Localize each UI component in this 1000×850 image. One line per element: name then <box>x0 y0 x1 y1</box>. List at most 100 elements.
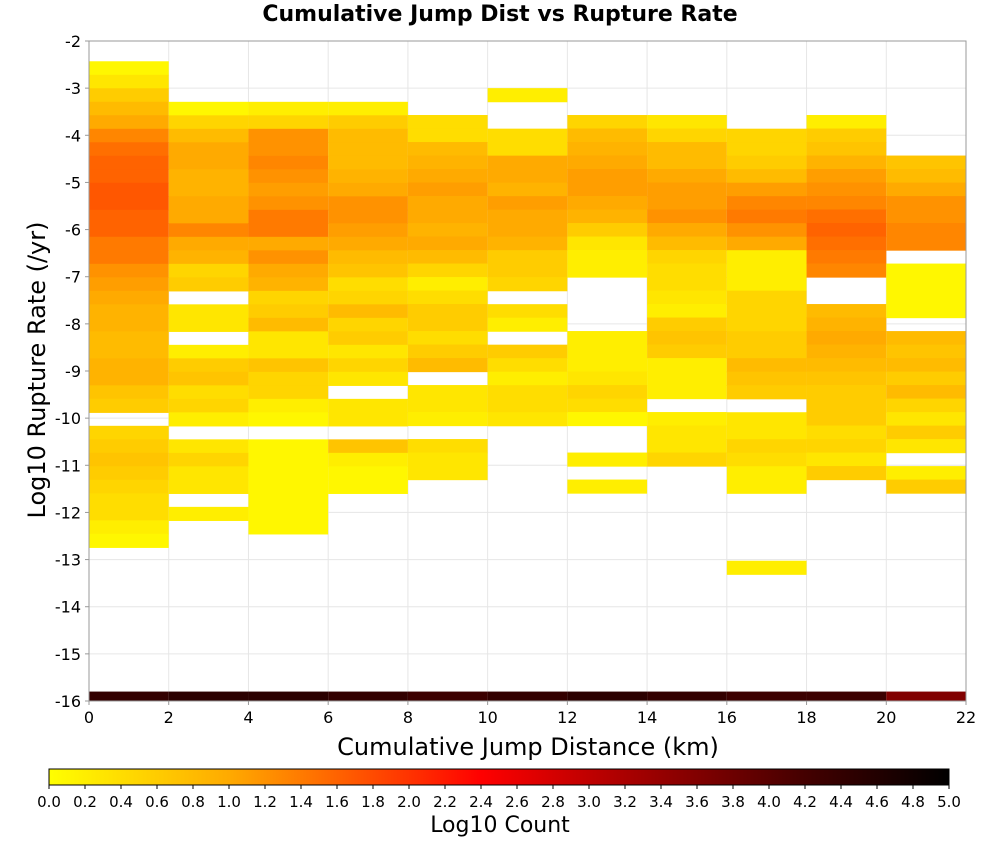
heatmap-cell <box>328 115 408 130</box>
heatmap-cell <box>89 358 169 373</box>
heatmap-cell <box>407 209 488 224</box>
heatmap-cell <box>328 371 408 386</box>
heatmap-cell <box>407 196 488 211</box>
heatmap-cell <box>726 236 807 251</box>
heatmap-cell <box>487 691 568 701</box>
heatmap-cell <box>248 277 329 292</box>
heatmap-cell <box>647 115 727 130</box>
heatmap-cell <box>806 439 887 454</box>
heatmap-cell <box>487 358 568 373</box>
x-tick-label: 20 <box>876 708 896 727</box>
colorbar-tick-label: 4.4 <box>829 793 853 811</box>
colorbar-ticks: 0.0 0.2 0.4 0.6 0.8 1.0 1.2 1.4 1.6 1.8 2.0 2.2 2.4 2… <box>37 785 961 811</box>
heatmap-cell <box>806 691 887 701</box>
y-tick-label: -7 <box>65 268 81 287</box>
heatmap-cell <box>248 691 329 701</box>
heatmap-cell <box>89 277 169 292</box>
heatmap-cell <box>328 155 408 170</box>
heatmap-cell <box>806 371 887 386</box>
heatmap-cell <box>89 344 169 359</box>
heatmap-cell <box>168 182 249 197</box>
heatmap-cell <box>328 358 408 373</box>
heatmap-cell <box>487 263 568 278</box>
heatmap-cell <box>726 209 807 224</box>
heatmap-cell <box>328 439 408 454</box>
heatmap-cell <box>647 371 727 386</box>
heatmap-cell <box>89 520 169 535</box>
heatmap-cell <box>89 371 169 386</box>
heatmap-cell <box>726 425 807 440</box>
heatmap-cell <box>726 290 807 305</box>
heatmap-cell <box>328 331 408 346</box>
heatmap-cell <box>168 691 249 701</box>
heatmap-cell <box>407 317 488 332</box>
heatmap-cell <box>248 263 329 278</box>
heatmap-cell <box>248 317 329 332</box>
heatmap-cell <box>567 209 648 224</box>
heatmap-cell <box>248 250 329 265</box>
heatmap-cell <box>328 128 408 143</box>
heatmap-cell <box>726 128 807 143</box>
heatmap-cell <box>726 250 807 265</box>
heatmap-cell <box>567 691 648 701</box>
heatmap-cell <box>328 344 408 359</box>
heatmap-cell <box>886 209 966 224</box>
heatmap-cell <box>89 425 169 440</box>
y-tick-label: -16 <box>55 692 81 711</box>
heatmap-cell <box>407 182 488 197</box>
heatmap-cell <box>248 196 329 211</box>
heatmap-cell <box>886 223 966 238</box>
heatmap-cell <box>647 223 727 238</box>
heatmap-cell <box>567 155 648 170</box>
heatmap-cell <box>89 263 169 278</box>
heatmap-cell <box>726 169 807 184</box>
heatmap-cell <box>886 331 966 346</box>
heatmap-cell <box>328 277 408 292</box>
heatmap-cell <box>806 142 887 157</box>
heatmap-cell <box>168 236 249 251</box>
y-tick-label: -9 <box>65 362 81 381</box>
heatmap-cell <box>89 182 169 197</box>
heatmap-cell <box>726 304 807 319</box>
heatmap-cell <box>726 358 807 373</box>
heatmap-cell <box>647 425 727 440</box>
heatmap-cell <box>248 506 329 521</box>
heatmap-cell <box>407 439 488 454</box>
colorbar-tick-label: 1.4 <box>289 793 313 811</box>
colorbar-label: Log10 Count <box>430 813 570 838</box>
heatmap-cell <box>407 691 488 701</box>
heatmap-cell <box>168 479 249 494</box>
x-tick-label: 16 <box>717 708 737 727</box>
heatmap-cell <box>89 142 169 157</box>
heatmap-cell <box>89 331 169 346</box>
colorbar-tick-label: 3.8 <box>721 793 745 811</box>
heatmap-cell <box>168 344 249 359</box>
heatmap-cell <box>328 209 408 224</box>
heatmap-cell <box>248 439 329 454</box>
heatmap-cell <box>407 142 488 157</box>
heatmap-cell <box>487 250 568 265</box>
heatmap-cell <box>567 223 648 238</box>
heatmap-cell <box>248 209 329 224</box>
heatmap-cell <box>248 331 329 346</box>
heatmap-cell <box>726 223 807 238</box>
heatmap-cell <box>886 385 966 400</box>
heatmap-cell <box>168 277 249 292</box>
colorbar-tick-label: 4.0 <box>757 793 781 811</box>
x-tick-label: 4 <box>243 708 253 727</box>
heatmap-cell <box>567 358 648 373</box>
colorbar-tick-label: 0.8 <box>181 793 205 811</box>
heatmap-cells <box>89 61 966 701</box>
heatmap-cell <box>647 344 727 359</box>
heatmap-cell <box>248 371 329 386</box>
heatmap-cell <box>647 250 727 265</box>
heatmap-cell <box>806 344 887 359</box>
heatmap-cell <box>806 182 887 197</box>
heatmap-cell <box>168 506 249 521</box>
heatmap-cell <box>726 263 807 278</box>
y-tick-label: -11 <box>55 456 81 475</box>
heatmap-cell <box>487 88 568 103</box>
heatmap-cell <box>407 128 488 143</box>
heatmap-cell <box>328 196 408 211</box>
heatmap-cell <box>886 358 966 373</box>
